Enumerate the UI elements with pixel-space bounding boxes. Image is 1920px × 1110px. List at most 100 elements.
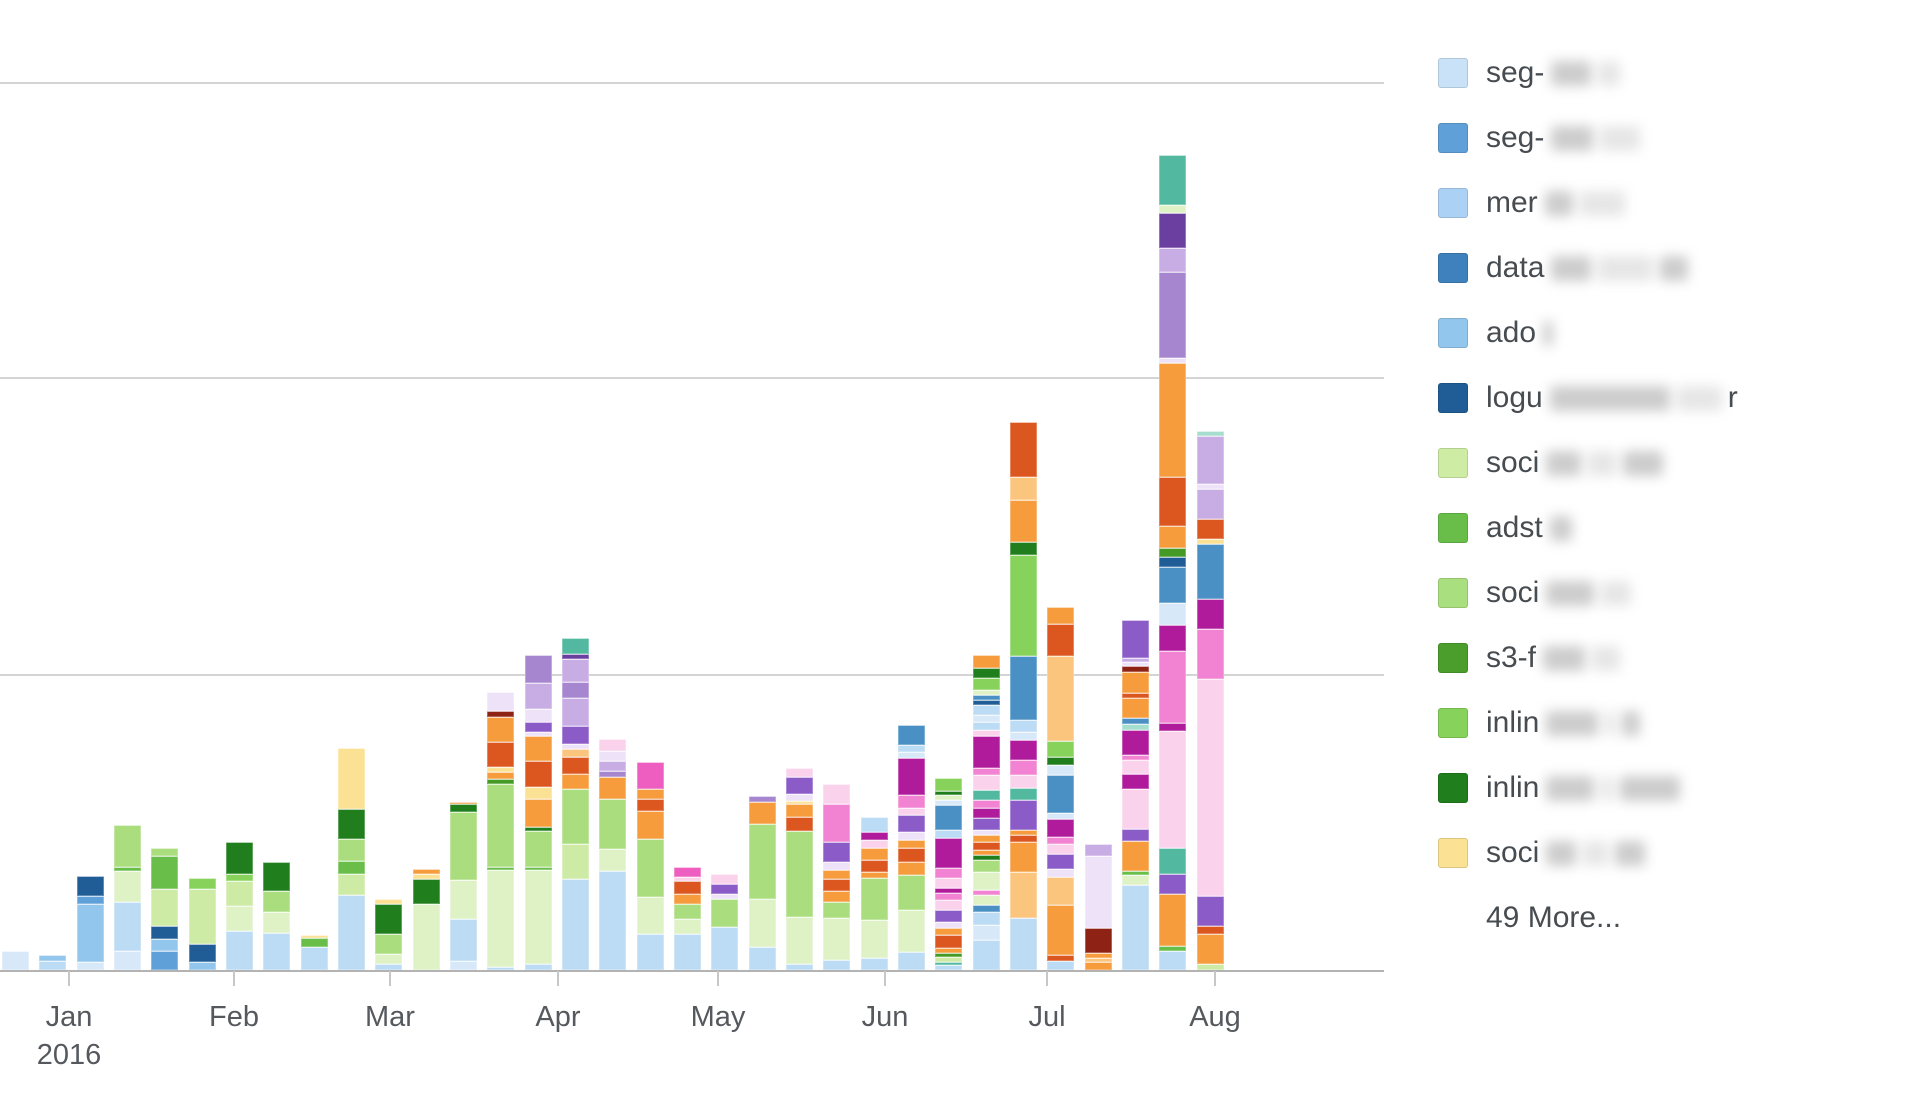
bar-segment[interactable] xyxy=(562,749,589,757)
bar-segment[interactable] xyxy=(1122,718,1149,724)
bar-segment[interactable] xyxy=(711,884,738,894)
bar-segment[interactable] xyxy=(375,964,402,970)
bar-segment[interactable] xyxy=(1159,651,1186,723)
bar-segment[interactable] xyxy=(935,868,962,878)
bar-segment[interactable] xyxy=(898,752,925,758)
bar-segment[interactable] xyxy=(823,784,850,804)
bar-segment[interactable] xyxy=(114,951,141,970)
bar-segment[interactable] xyxy=(786,964,813,970)
bar-segment[interactable] xyxy=(562,789,589,844)
bar-segment[interactable] xyxy=(1159,213,1186,248)
bar-segment[interactable] xyxy=(413,904,440,970)
bar[interactable] xyxy=(375,899,402,970)
bar-segment[interactable] xyxy=(973,800,1000,808)
bar-segment[interactable] xyxy=(1122,620,1149,658)
bar-segment[interactable] xyxy=(525,722,552,732)
bar-segment[interactable] xyxy=(338,874,365,895)
bar-segment[interactable] xyxy=(935,962,962,965)
bar-segment[interactable] xyxy=(1010,720,1037,732)
bar-segment[interactable] xyxy=(674,934,701,970)
bar-segment[interactable] xyxy=(973,842,1000,850)
bar-segment[interactable] xyxy=(525,732,552,736)
bar[interactable] xyxy=(450,802,477,970)
bar-segment[interactable] xyxy=(375,934,402,954)
bar-segment[interactable] xyxy=(562,726,589,744)
bar-segment[interactable] xyxy=(226,874,253,881)
bar-segment[interactable] xyxy=(1159,946,1186,951)
bar-segment[interactable] xyxy=(711,899,738,927)
legend-item[interactable]: soci xyxy=(1438,836,1646,870)
bar-segment[interactable] xyxy=(487,711,514,717)
bar-segment[interactable] xyxy=(599,771,626,777)
bar-segment[interactable] xyxy=(1197,679,1224,896)
legend-item[interactable]: logu r xyxy=(1438,381,1738,415)
bar-segment[interactable] xyxy=(973,700,1000,705)
bar-segment[interactable] xyxy=(711,874,738,884)
bar-segment[interactable] xyxy=(973,668,1000,678)
bar-segment[interactable] xyxy=(674,904,701,919)
bar-segment[interactable] xyxy=(1159,548,1186,557)
bar-segment[interactable] xyxy=(637,934,664,970)
bar-segment[interactable] xyxy=(935,935,962,948)
bar-segment[interactable] xyxy=(1010,740,1037,760)
bar-segment[interactable] xyxy=(1010,477,1037,500)
bar[interactable] xyxy=(1047,607,1074,970)
bar-segment[interactable] xyxy=(973,768,1000,775)
bar-segment[interactable] xyxy=(562,638,589,654)
bar-segment[interactable] xyxy=(562,774,589,789)
bar-segment[interactable] xyxy=(375,899,402,904)
bar-segment[interactable] xyxy=(898,725,925,745)
bar-segment[interactable] xyxy=(898,758,925,795)
bar-segment[interactable] xyxy=(935,957,962,962)
bar-segment[interactable] xyxy=(487,772,514,779)
bar-segment[interactable] xyxy=(338,809,365,839)
bar-segment[interactable] xyxy=(1122,789,1149,829)
bar-segment[interactable] xyxy=(823,804,850,842)
bar-segment[interactable] xyxy=(487,717,514,742)
bar[interactable] xyxy=(525,655,552,970)
bar-segment[interactable] xyxy=(1159,205,1186,213)
bar-segment[interactable] xyxy=(1159,557,1186,567)
bar-segment[interactable] xyxy=(1197,489,1224,519)
bar-segment[interactable] xyxy=(525,964,552,970)
bar-segment[interactable] xyxy=(898,848,925,862)
bar-segment[interactable] xyxy=(637,897,664,934)
bar-segment[interactable] xyxy=(973,835,1000,842)
bar[interactable] xyxy=(1085,844,1112,970)
bar-segment[interactable] xyxy=(823,891,850,902)
bar-segment[interactable] xyxy=(1122,658,1149,662)
bar-segment[interactable] xyxy=(1159,155,1186,205)
bar-segment[interactable] xyxy=(973,775,1000,790)
bar-segment[interactable] xyxy=(1010,830,1037,835)
bar[interactable] xyxy=(973,655,1000,970)
bar-segment[interactable] xyxy=(525,870,552,964)
bar-segment[interactable] xyxy=(749,824,776,899)
bar-segment[interactable] xyxy=(2,951,29,970)
bar-segment[interactable] xyxy=(898,832,925,840)
bar-segment[interactable] xyxy=(861,878,888,920)
bar-segment[interactable] xyxy=(1047,837,1074,844)
bar-segment[interactable] xyxy=(637,762,664,789)
bar-segment[interactable] xyxy=(973,790,1000,800)
bar-segment[interactable] xyxy=(1197,484,1224,489)
bar-segment[interactable] xyxy=(898,862,925,875)
bar-segment[interactable] xyxy=(151,856,178,889)
bar-segment[interactable] xyxy=(525,761,552,787)
bar[interactable] xyxy=(562,638,589,970)
bar[interactable] xyxy=(39,955,66,970)
bar-segment[interactable] xyxy=(77,896,104,904)
bar-segment[interactable] xyxy=(935,838,962,868)
bar-segment[interactable] xyxy=(935,928,962,935)
bar-segment[interactable] xyxy=(226,931,253,970)
bar-segment[interactable] xyxy=(189,889,216,944)
bar-segment[interactable] xyxy=(263,933,290,970)
bar-segment[interactable] xyxy=(77,876,104,896)
bar-segment[interactable] xyxy=(935,888,962,893)
bar-segment[interactable] xyxy=(973,690,1000,695)
bar-segment[interactable] xyxy=(562,879,589,970)
bar-segment[interactable] xyxy=(935,830,962,838)
bar-segment[interactable] xyxy=(935,948,962,953)
bar-segment[interactable] xyxy=(599,799,626,849)
bar-segment[interactable] xyxy=(1159,363,1186,477)
bar-segment[interactable] xyxy=(973,715,1000,722)
